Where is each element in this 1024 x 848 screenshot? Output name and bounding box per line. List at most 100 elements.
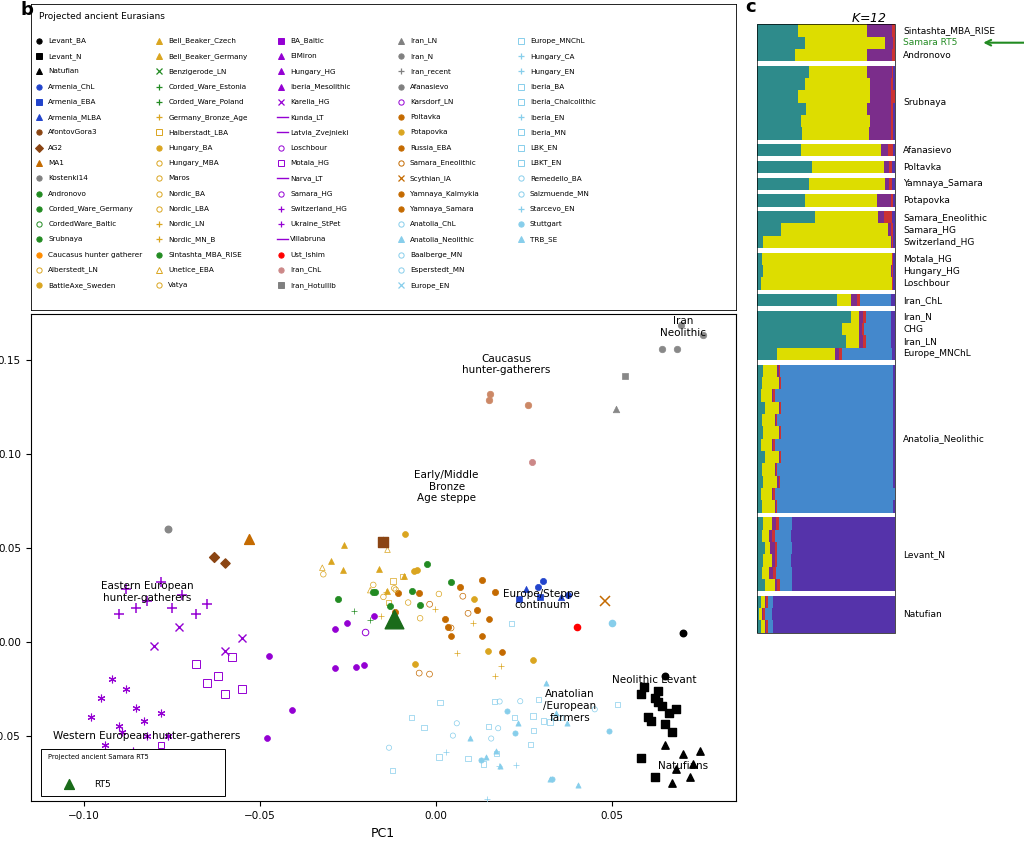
Bar	[802, 127, 868, 140]
Text: Eastern European
hunter-gatherers: Eastern European hunter-gatherers	[100, 581, 194, 603]
Bar	[863, 336, 865, 348]
Bar	[893, 365, 895, 377]
Point	[403, 584, 420, 598]
Text: Armenia_MLBA: Armenia_MLBA	[48, 114, 102, 120]
Bar	[780, 579, 793, 591]
Bar	[773, 389, 774, 402]
Point	[386, 582, 402, 595]
Bar	[865, 310, 891, 323]
Text: Caucasus hunter gatherer: Caucasus hunter gatherer	[48, 252, 142, 258]
Bar	[774, 555, 777, 566]
FancyBboxPatch shape	[41, 749, 224, 795]
Point	[601, 724, 617, 738]
Text: Armenia_ChL: Armenia_ChL	[48, 83, 95, 90]
Bar	[836, 348, 840, 360]
Text: Villabruna: Villabruna	[290, 237, 327, 243]
Bar	[765, 608, 772, 621]
Point	[673, 318, 689, 332]
Text: Samara_HG: Samara_HG	[290, 190, 333, 197]
Point	[361, 614, 378, 628]
Bar	[776, 566, 793, 579]
Point	[452, 580, 468, 594]
Bar	[776, 517, 778, 529]
Point	[406, 564, 422, 577]
Text: Projected ancient Eurasians: Projected ancient Eurasians	[39, 12, 165, 21]
Bar	[761, 389, 772, 402]
Bar	[864, 323, 891, 336]
Bar	[801, 144, 881, 157]
Point	[379, 543, 395, 556]
Point	[504, 616, 520, 630]
Bar	[780, 402, 781, 414]
Point	[409, 563, 425, 577]
Point	[261, 649, 278, 662]
Point	[449, 717, 465, 730]
Bar	[812, 161, 884, 173]
Point	[546, 711, 562, 724]
Bar	[766, 595, 768, 608]
Text: Halberstadt_LBA: Halberstadt_LBA	[168, 129, 228, 136]
Point	[535, 574, 551, 588]
Bar	[757, 360, 895, 364]
Bar	[774, 579, 777, 591]
Point	[675, 748, 691, 762]
Bar	[780, 365, 893, 377]
Text: Motala_HG: Motala_HG	[903, 254, 952, 263]
Point	[646, 770, 663, 784]
Bar	[851, 294, 857, 306]
Text: Yamnaya_Samara: Yamnaya_Samara	[410, 205, 474, 212]
Point	[366, 609, 382, 622]
Point	[431, 750, 447, 763]
Bar	[757, 211, 815, 223]
Bar	[757, 542, 765, 555]
Bar	[757, 621, 761, 633]
Text: Poltavka: Poltavka	[410, 114, 440, 120]
Text: Iran
Neolithic: Iran Neolithic	[659, 316, 706, 338]
Point	[486, 695, 503, 708]
Point	[494, 644, 510, 658]
Text: Narva_LT: Narva_LT	[290, 175, 323, 181]
Point	[474, 630, 490, 644]
Point	[397, 527, 414, 540]
Point	[536, 714, 552, 728]
Bar	[837, 294, 851, 306]
Bar	[861, 323, 864, 336]
Point	[657, 717, 674, 731]
Bar	[757, 414, 762, 427]
Bar	[888, 144, 893, 157]
Bar	[757, 427, 764, 438]
Text: Nordic_LBA: Nordic_LBA	[168, 205, 209, 212]
Bar	[780, 476, 893, 488]
Bar	[793, 542, 895, 555]
Point	[407, 657, 423, 671]
Point	[670, 342, 686, 355]
Bar	[884, 161, 889, 173]
Point	[639, 710, 655, 723]
Point	[480, 393, 497, 407]
Bar	[757, 389, 761, 402]
X-axis label: PC1: PC1	[371, 827, 395, 840]
Bar	[757, 517, 764, 529]
Point	[450, 647, 466, 661]
Point	[494, 659, 510, 672]
Bar	[888, 223, 891, 236]
Bar	[809, 65, 867, 78]
Point	[548, 706, 564, 720]
Text: Levant_BA: Levant_BA	[48, 37, 86, 44]
Point	[489, 722, 506, 735]
Point	[378, 585, 394, 599]
Bar	[798, 25, 867, 36]
Bar	[757, 265, 764, 277]
Point	[559, 716, 575, 729]
Bar	[757, 25, 798, 36]
Point	[473, 753, 489, 767]
Point	[411, 667, 427, 680]
Text: Srubnaya: Srubnaya	[903, 98, 946, 107]
Bar	[857, 294, 860, 306]
Point	[542, 715, 558, 728]
Point	[436, 612, 453, 626]
Point	[653, 699, 670, 712]
Point	[636, 680, 652, 694]
Point	[460, 751, 476, 765]
Bar	[764, 365, 777, 377]
